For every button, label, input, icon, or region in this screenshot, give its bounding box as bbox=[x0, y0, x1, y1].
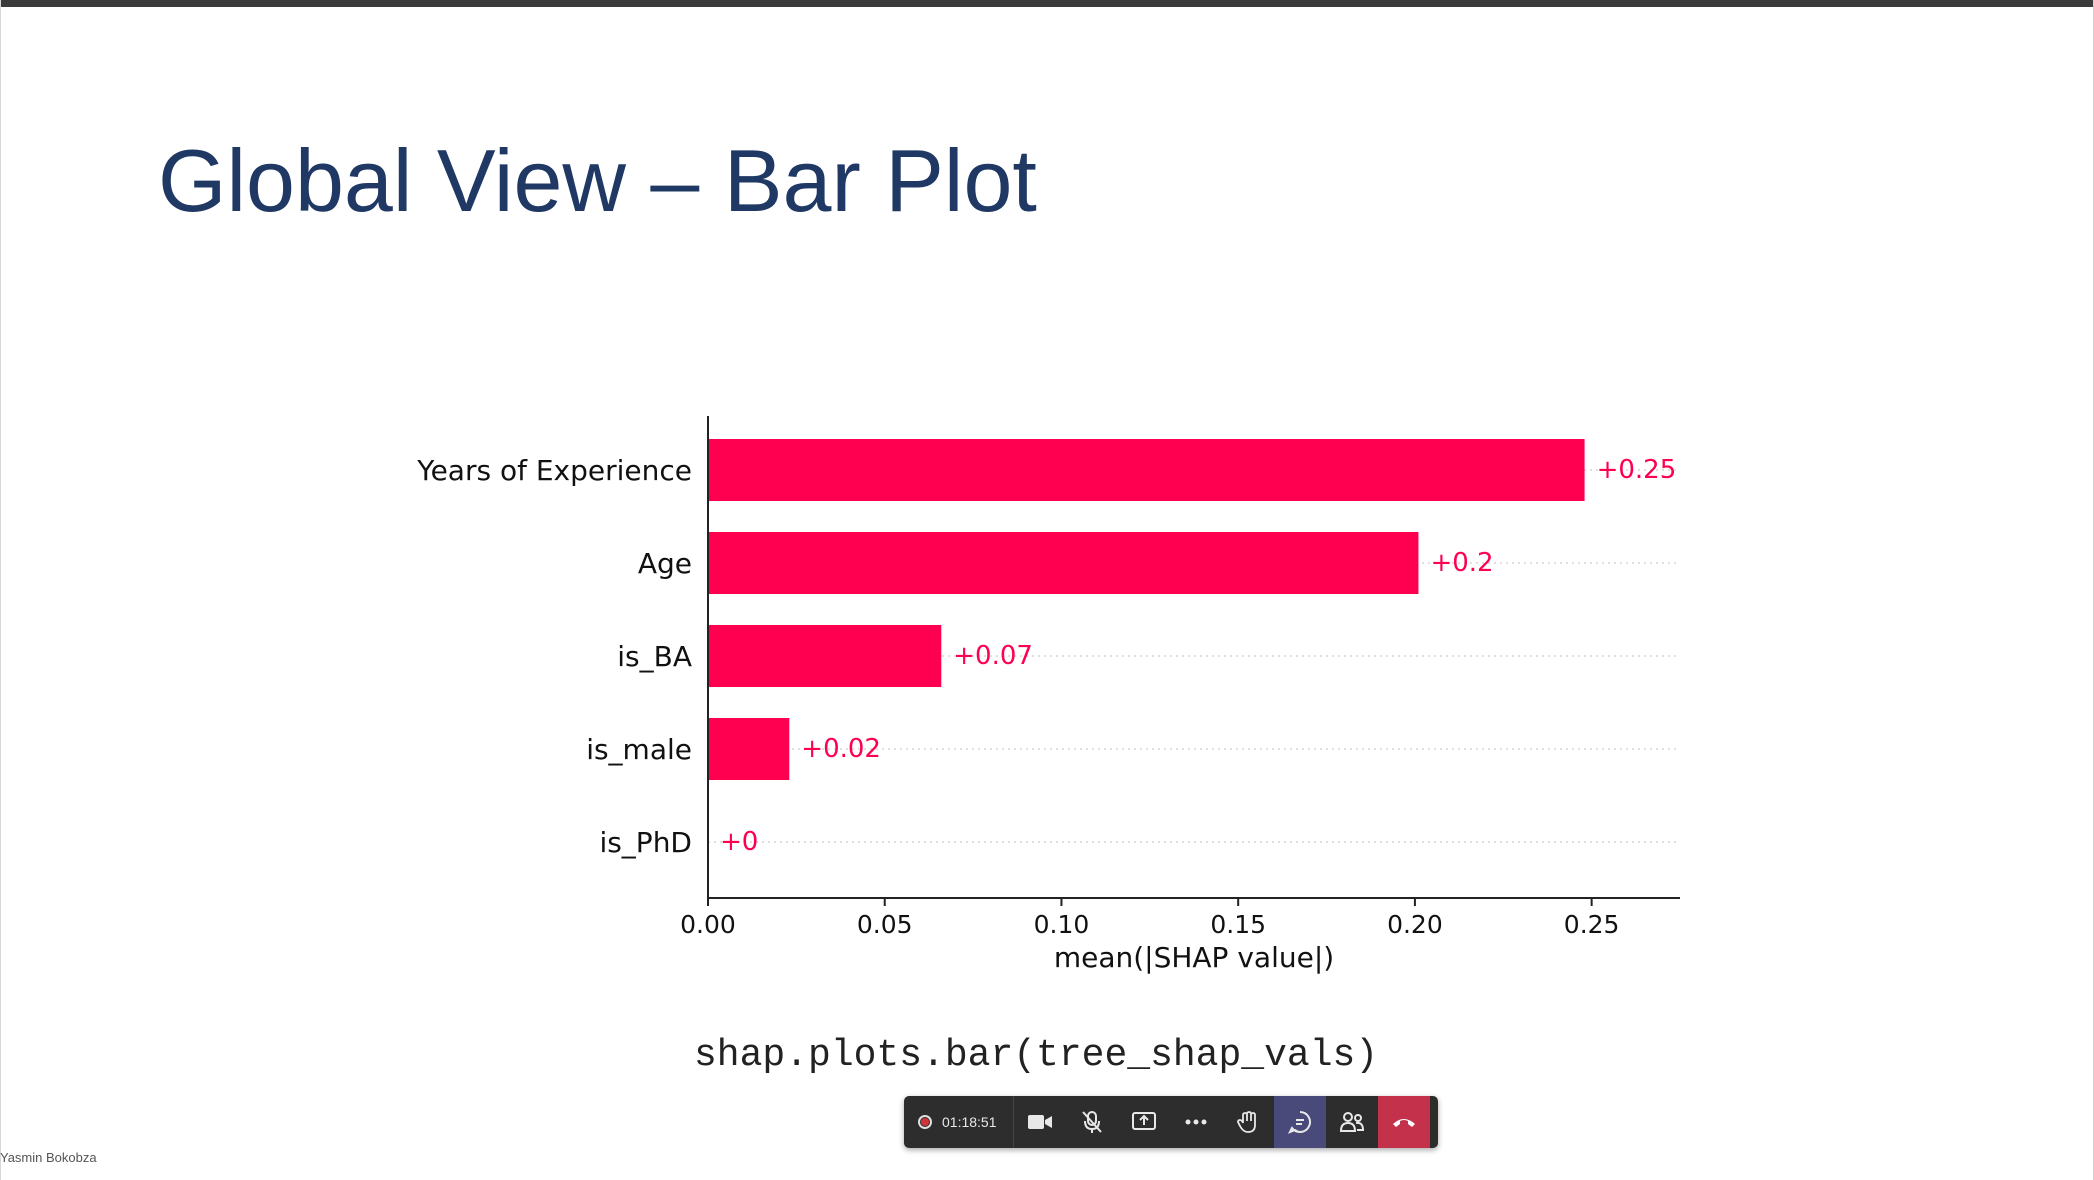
category-label: Years of Experience bbox=[416, 454, 692, 487]
left-border bbox=[0, 0, 1, 1180]
category-label: Age bbox=[638, 547, 692, 580]
data-label: +0.2 bbox=[1430, 548, 1493, 578]
participants-button[interactable] bbox=[1326, 1096, 1378, 1148]
share-screen-icon bbox=[1131, 1112, 1156, 1130]
x-tick-label: 0.25 bbox=[1564, 910, 1620, 939]
hang-up-icon bbox=[1392, 1119, 1415, 1127]
presenter-name-label: Yasmin Bokobza bbox=[0, 1150, 97, 1165]
camera-icon bbox=[1027, 1115, 1052, 1129]
mic-off-icon bbox=[1081, 1111, 1102, 1133]
x-tick-label: 0.05 bbox=[857, 910, 913, 939]
bar bbox=[708, 532, 1419, 594]
x-tick-label: 0.15 bbox=[1210, 910, 1266, 939]
chat-button[interactable] bbox=[1273, 1096, 1326, 1148]
x-tick-label: 0.00 bbox=[680, 910, 736, 939]
x-tick-label: 0.20 bbox=[1387, 910, 1443, 939]
raise-hand-button[interactable] bbox=[1222, 1096, 1274, 1148]
record-icon bbox=[918, 1115, 932, 1129]
slide-title: Global View – Bar Plot bbox=[158, 131, 1037, 230]
shap-bar-chart: Years of Experience +0.25 Age +0.2 is_BA +0.0… bbox=[416, 416, 1680, 974]
camera-button[interactable] bbox=[1014, 1096, 1066, 1148]
category-label: is_male bbox=[586, 733, 692, 766]
bar bbox=[708, 718, 790, 780]
recording-time: 01:18:51 bbox=[942, 1114, 997, 1130]
chat-icon bbox=[1287, 1111, 1311, 1134]
mic-button[interactable] bbox=[1066, 1096, 1118, 1148]
bar bbox=[708, 439, 1585, 501]
more-button[interactable] bbox=[1170, 1096, 1222, 1148]
x-tick-label: 0.10 bbox=[1034, 910, 1090, 939]
data-label: +0 bbox=[720, 827, 758, 857]
people-icon bbox=[1339, 1112, 1364, 1132]
hand-icon bbox=[1236, 1111, 1256, 1133]
x-axis-title: mean(|SHAP value|) bbox=[1054, 941, 1334, 974]
data-label: +0.25 bbox=[1597, 455, 1677, 485]
hang-up-button[interactable] bbox=[1377, 1096, 1430, 1148]
recording-indicator: 01:18:51 bbox=[904, 1096, 1014, 1148]
meeting-toolbar: 01:18:51 bbox=[904, 1096, 1438, 1148]
data-label: +0.07 bbox=[953, 641, 1033, 671]
category-label: is_BA bbox=[617, 640, 692, 673]
code-snippet: shap.plots.bar(tree_shap_vals) bbox=[694, 1034, 1379, 1077]
bar bbox=[708, 625, 942, 687]
category-label: is_PhD bbox=[599, 826, 692, 859]
share-button[interactable] bbox=[1118, 1096, 1170, 1148]
more-icon bbox=[1185, 1119, 1206, 1125]
window-top-bar bbox=[0, 0, 2094, 7]
data-label: +0.02 bbox=[801, 734, 881, 764]
